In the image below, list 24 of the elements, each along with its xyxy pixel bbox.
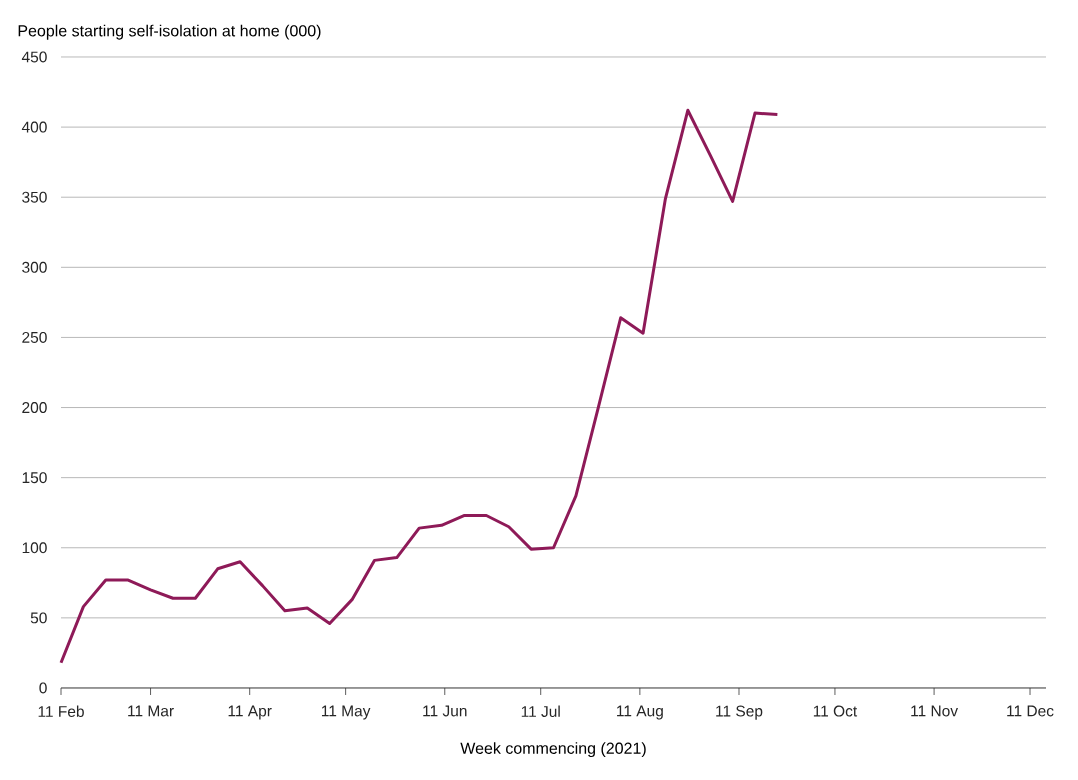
y-tick-label: 300 [22,261,47,273]
y-tick-label: 250 [22,331,47,343]
x-tick-label: 11 Aug [617,705,663,720]
x-tick-label: 11 Jun [423,705,467,717]
x-tick-label: 11 Apr [228,705,272,720]
x-tick-label: 11 May [321,705,371,720]
x-tick-label: 11 Sep [716,705,763,720]
x-axis-title: Week commencing (2021) [460,742,646,758]
x-tick-label: 11 Dec [1007,705,1054,717]
x-tick-label: 11 Oct [813,705,858,717]
x-tick-label: 11 Jul [521,705,560,717]
y-tick-label: 50 [30,612,47,624]
x-tick-label: 11 Mar [128,705,174,717]
y-tick-label: 450 [21,51,47,63]
y-tick-label: 100 [22,542,47,554]
line-series [59,108,779,665]
y-axis-title: People starting self-isolation at home (000) [18,24,321,40]
y-tick-label: 400 [21,121,47,133]
y-tick-label: 0 [39,682,47,694]
y-tick-label: 350 [22,191,47,203]
y-tick-label: 200 [22,402,47,414]
y-tick-label: 150 [22,472,47,484]
x-tick-label: 11 Nov [911,705,958,717]
x-tick-label: 11 Feb [38,705,84,717]
